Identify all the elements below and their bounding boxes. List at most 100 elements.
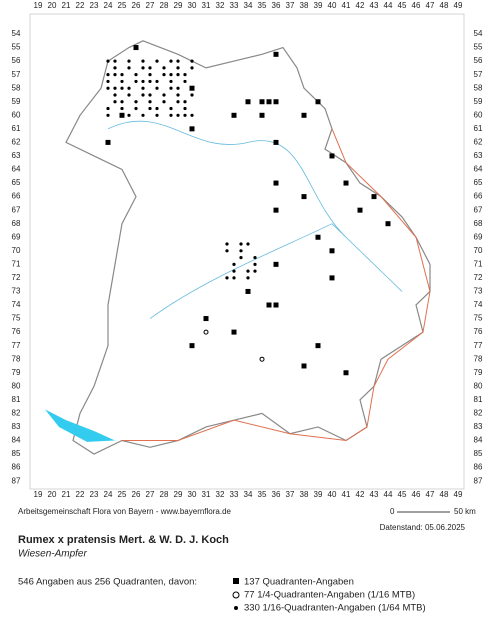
- occurrence-dot: [162, 73, 166, 77]
- occurrence-dot: [162, 66, 166, 70]
- occurrence-dot: [169, 73, 173, 77]
- occurrence-dot: [134, 100, 138, 104]
- column-label: 19: [34, 1, 43, 10]
- occurrence-dot: [113, 73, 117, 77]
- occurrence-dot: [134, 79, 138, 84]
- occurrence-dot: [190, 59, 194, 63]
- occurrence-square: [231, 112, 237, 118]
- column-label: 49: [454, 1, 463, 10]
- occurrence-dot: [190, 93, 194, 97]
- row-label: 62: [474, 138, 483, 147]
- occurrence-dot: [127, 93, 131, 97]
- row-label: 87: [474, 476, 483, 485]
- occurrence-square: [259, 99, 265, 105]
- column-label: 31: [202, 1, 211, 10]
- occurrence-dot: [148, 79, 152, 84]
- row-label: 56: [474, 56, 483, 65]
- row-label: 85: [474, 449, 483, 458]
- occurrence-dot: [162, 93, 166, 97]
- row-label: 69: [12, 232, 21, 241]
- column-label: 44: [384, 1, 393, 10]
- row-label: 84: [12, 436, 21, 445]
- occurrence-dot: [120, 86, 124, 90]
- column-label: 35: [258, 490, 267, 499]
- row-label: 80: [474, 381, 483, 390]
- lake: [45, 409, 115, 442]
- row-label: 77: [474, 341, 483, 350]
- column-label: 22: [76, 1, 85, 10]
- row-label: 77: [12, 341, 21, 350]
- row-label: 73: [12, 287, 21, 296]
- occurrence-dot: [155, 86, 159, 90]
- occurrence-square: [105, 139, 111, 145]
- occurrence-dot: [176, 100, 180, 104]
- occurrence-dot: [183, 100, 187, 104]
- column-label: 35: [258, 1, 267, 10]
- occurrence-dot: [113, 100, 117, 104]
- occurrence-dot: [239, 242, 243, 246]
- column-label: 26: [132, 1, 141, 10]
- occurrence-square: [189, 343, 195, 349]
- column-label: 37: [286, 490, 295, 499]
- occurrence-dot: [162, 100, 166, 104]
- occurrence-dot: [190, 66, 194, 70]
- occurrence-square: [301, 363, 307, 369]
- column-label: 33: [230, 490, 239, 499]
- occurrence-dot: [141, 93, 145, 97]
- column-label: 42: [356, 490, 365, 499]
- row-label: 67: [12, 205, 21, 214]
- occurrence-dot: [155, 113, 159, 117]
- row-label: 86: [12, 463, 21, 472]
- column-label: 44: [384, 490, 393, 499]
- row-label: 59: [474, 97, 483, 106]
- river: [149, 223, 403, 319]
- occurrence-square: [189, 85, 195, 91]
- row-label: 83: [12, 422, 21, 431]
- occurrence-square: [315, 234, 321, 240]
- occurrence-square: [245, 288, 251, 294]
- row-label: 54: [12, 29, 21, 38]
- column-label: 25: [118, 1, 127, 10]
- occurrence-dot: [120, 73, 124, 77]
- occurrence-dot: [141, 86, 145, 90]
- column-label: 36: [272, 490, 281, 499]
- row-label: 58: [12, 83, 21, 92]
- occurrence-square: [315, 343, 321, 349]
- occurrence-square: [273, 51, 279, 57]
- occurrence-dot: [253, 262, 257, 266]
- row-label: 76: [474, 327, 483, 336]
- column-label: 21: [62, 490, 71, 499]
- row-label: 79: [474, 368, 483, 377]
- row-label: 66: [474, 192, 483, 201]
- occurrence-square: [273, 302, 279, 308]
- occurrence-dot: [148, 106, 152, 111]
- column-label: 33: [230, 1, 239, 10]
- occurrence-square: [189, 126, 195, 132]
- occurrence-dot: [127, 59, 131, 63]
- occurrence-dot: [232, 276, 236, 280]
- row-label: 58: [474, 83, 483, 92]
- occurrence-dot: [148, 100, 152, 104]
- occurrence-square: [329, 248, 335, 254]
- row-label: 75: [12, 314, 21, 323]
- occurrence-dot: [183, 73, 187, 77]
- occurrence-dot: [225, 249, 229, 253]
- country-border: [122, 128, 431, 442]
- row-label: 57: [474, 70, 483, 79]
- row-label: 71: [474, 259, 483, 268]
- species-title: Rumex x pratensis Mert. & W. D. J. Koch: [18, 534, 229, 546]
- occurrence-dot: [169, 106, 173, 111]
- occurrence-dot: [113, 86, 117, 90]
- occurrence-dot: [169, 79, 173, 84]
- column-label: 45: [398, 1, 407, 10]
- column-label: 21: [62, 1, 71, 10]
- occurrence-dot: [183, 113, 187, 117]
- row-label: 67: [474, 205, 483, 214]
- row-label: 82: [12, 409, 21, 418]
- row-label: 74: [474, 300, 483, 309]
- occurrence-square: [245, 99, 251, 105]
- row-label: 63: [474, 151, 483, 160]
- column-label: 19: [34, 490, 43, 499]
- occurrence-dot: [253, 255, 257, 260]
- row-label: 87: [12, 476, 21, 485]
